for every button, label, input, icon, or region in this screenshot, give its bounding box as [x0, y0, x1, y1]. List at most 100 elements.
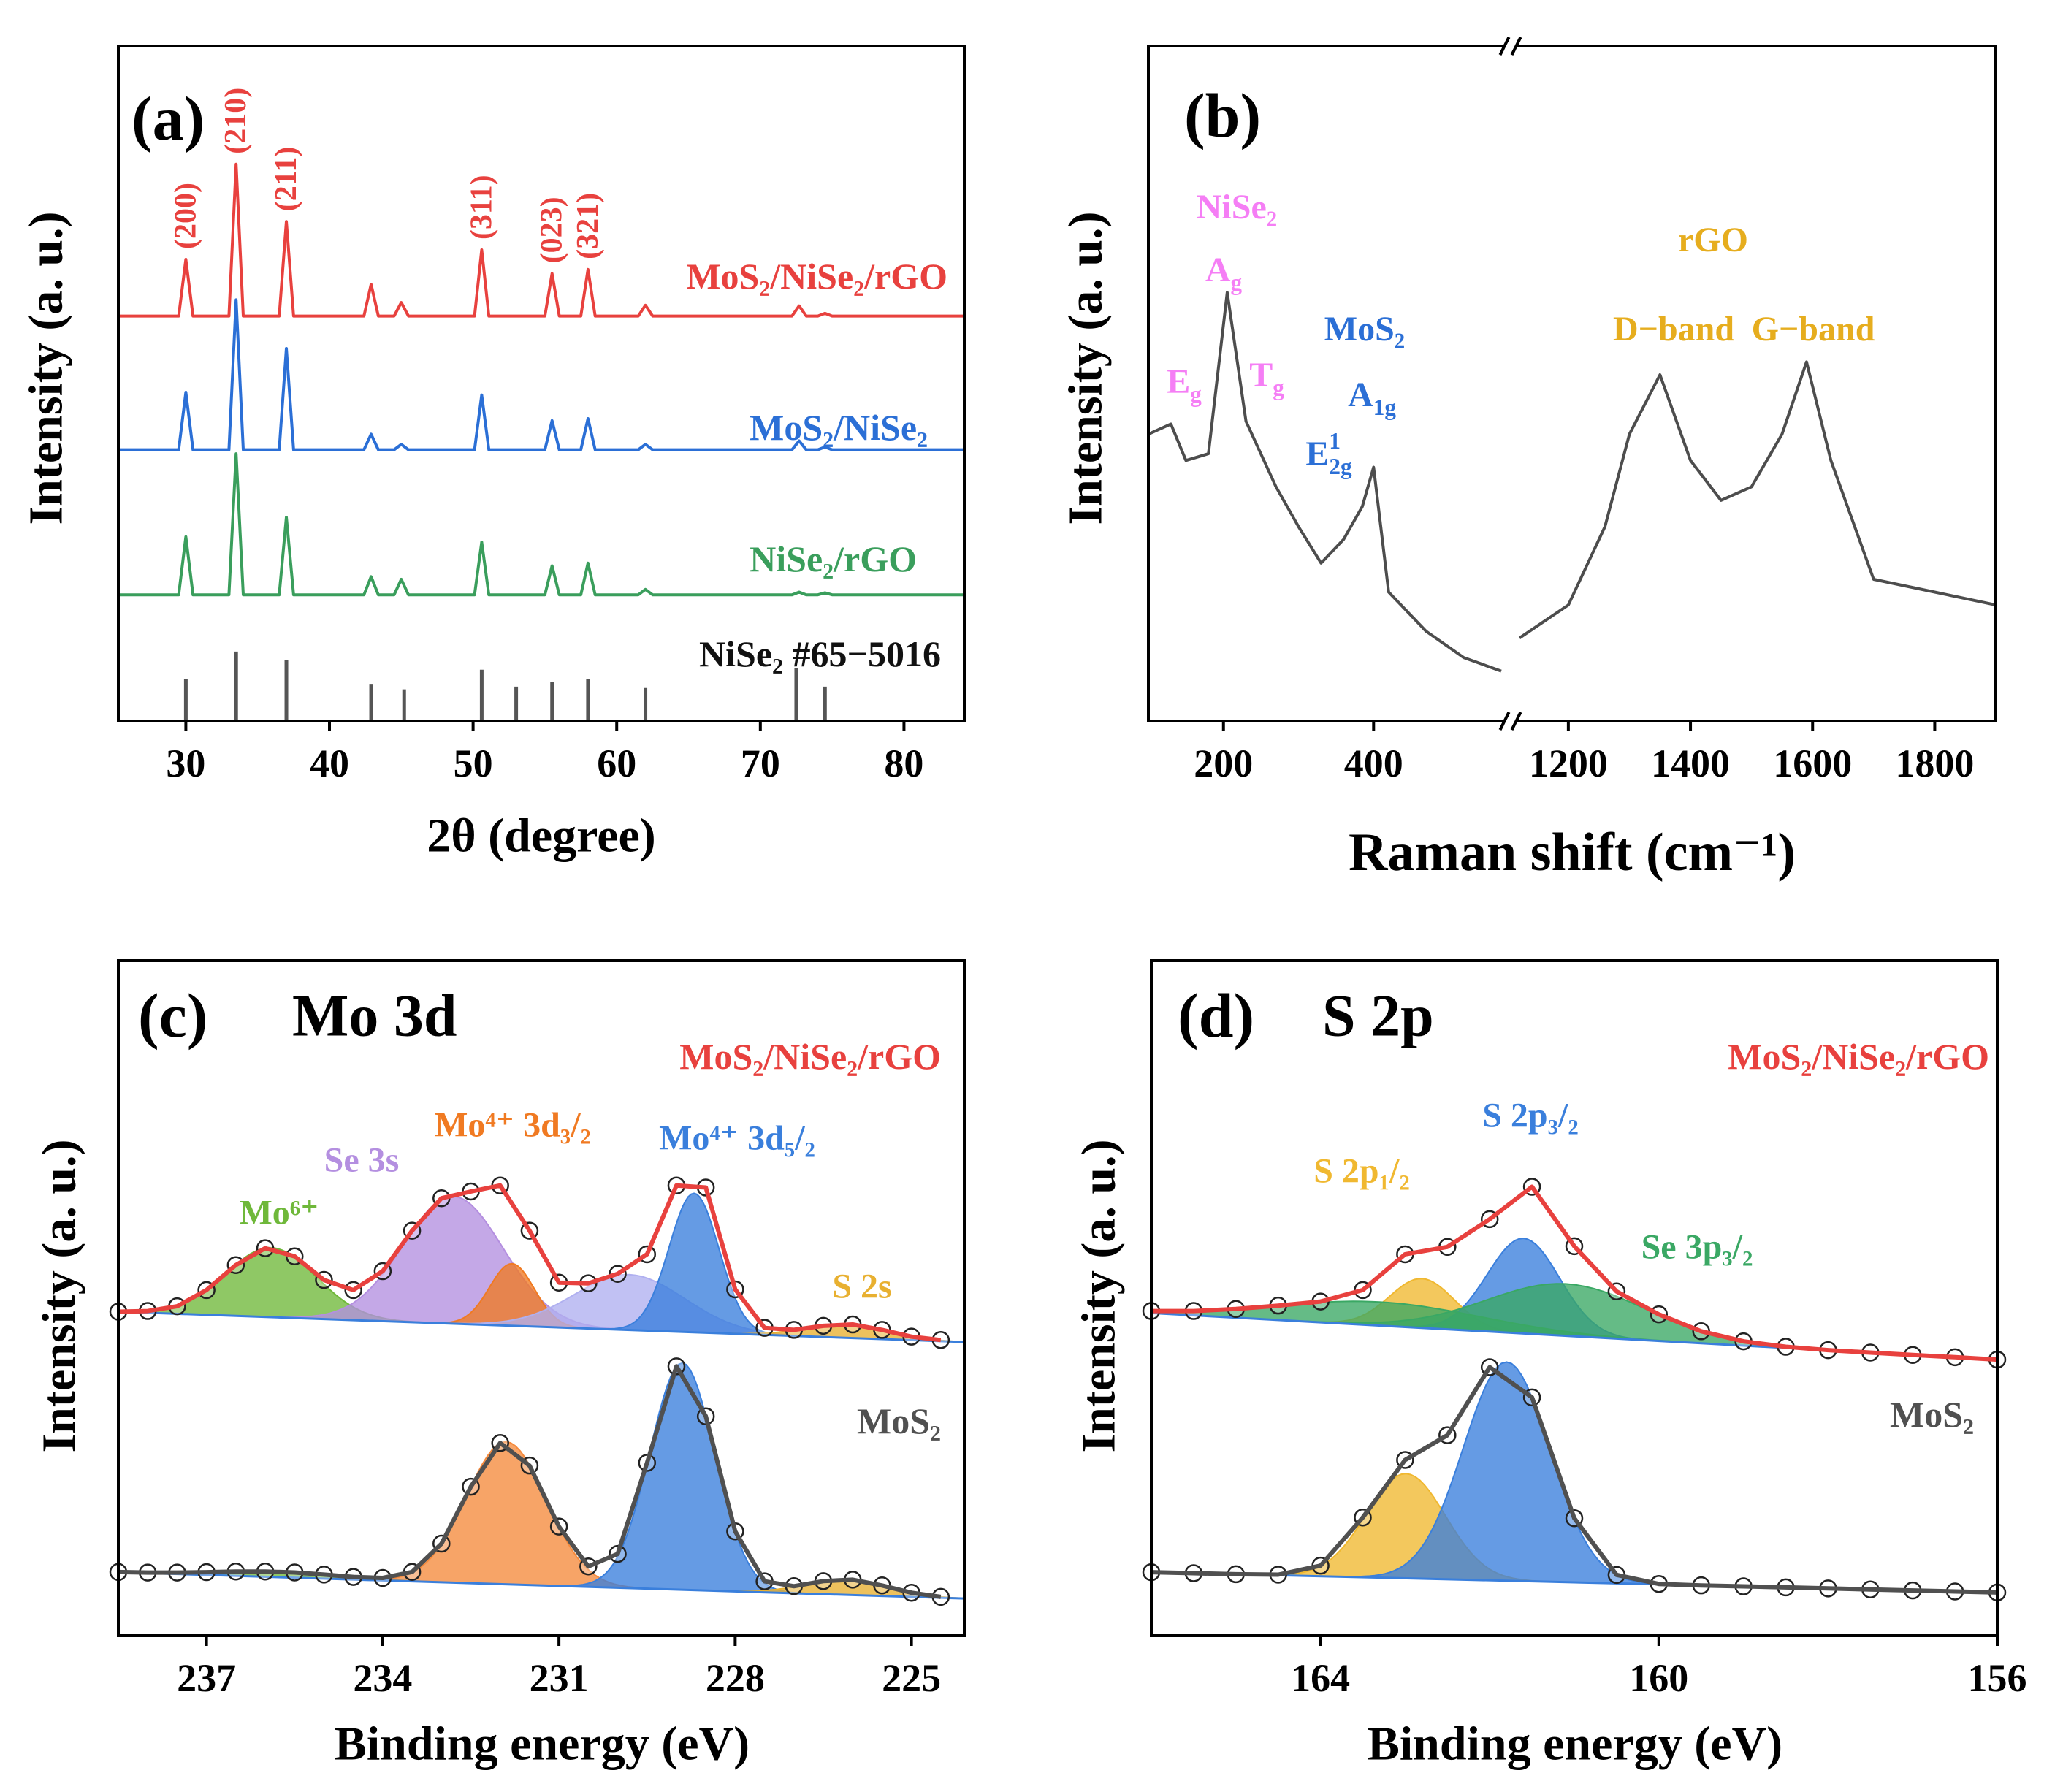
panel-label: (c): [138, 980, 207, 1051]
hkl-label: (023): [535, 197, 569, 263]
y-axis-label: Intensity (a. u.): [1072, 1139, 1126, 1452]
panel-label: (a): [131, 83, 205, 153]
x-tick-label: 1400: [1651, 741, 1730, 785]
x-tick-label: 1600: [1773, 741, 1852, 785]
x-axis-label: Raman shift (cm⁻¹): [1349, 823, 1796, 882]
component-name: S 2s: [832, 1267, 891, 1306]
x-tick-label: 70: [741, 741, 780, 785]
component-name: S 2p₁/₂: [1313, 1152, 1410, 1191]
component-name: Mo⁴⁺ 3d₅/₂: [659, 1119, 815, 1158]
x-tick-label: 1800: [1895, 741, 1974, 785]
component-name: S 2p₃/₂: [1482, 1097, 1579, 1135]
fit-envelope: [118, 1364, 942, 1599]
x-tick-label: 60: [597, 741, 636, 785]
spectrum-line: [118, 452, 964, 597]
annotation: Tg: [1249, 356, 1284, 401]
annotation-sup: 1: [1329, 428, 1341, 454]
annotation-sub: g: [1231, 270, 1243, 295]
component-name: Mo⁴⁺ 3d₃/₂: [435, 1106, 591, 1145]
x-axis-label: Binding energy (eV): [335, 1717, 750, 1771]
annotation: A1g: [1348, 375, 1396, 421]
component-name: Mo⁶⁺: [239, 1194, 319, 1232]
axis-break-mark: [1510, 37, 1522, 56]
hkl-label: (321): [571, 193, 605, 259]
panel-title: Mo 3d: [292, 983, 457, 1049]
spectrum-line: [118, 298, 964, 451]
x-tick-label: 1200: [1529, 741, 1608, 785]
series-name: MoS₂/NiSe₂/rGO: [679, 1036, 941, 1077]
fit-envelope: [1151, 1184, 1998, 1362]
x-tick-label: 237: [177, 1656, 236, 1700]
annotation-text: NiSe₂: [1197, 188, 1277, 226]
annotation: NiSe₂: [1197, 188, 1277, 226]
annotation: E1 2g: [1305, 428, 1352, 479]
hkl-label: (211): [270, 147, 303, 212]
panel-title: S 2p: [1322, 983, 1434, 1049]
axis-break-mark: [1510, 712, 1522, 731]
annotation: rGO: [1678, 221, 1748, 259]
fit-baseline: [118, 1310, 965, 1343]
spectrum-line: [118, 162, 964, 318]
series-name: NiSe₂/rGO: [750, 538, 917, 579]
x-tick-label: 200: [1194, 741, 1253, 785]
annotation: Eg: [1167, 362, 1202, 408]
annotation-sub: 2g: [1329, 454, 1352, 479]
annotation-sub: 1g: [1373, 394, 1397, 420]
series-name: MoS₂/NiSe₂/rGO: [1728, 1036, 1989, 1077]
fit-envelope: [118, 1183, 942, 1343]
panel-label: (d): [1178, 980, 1254, 1051]
series-name: MoS₂: [857, 1400, 941, 1441]
x-tick-label: 50: [454, 741, 493, 785]
hkl-label: (210): [219, 88, 253, 154]
y-axis-label: Intensity (a. u.): [1059, 211, 1113, 525]
x-tick-label: 400: [1344, 741, 1403, 785]
annotation-sub: g: [1190, 381, 1202, 407]
plot-frame: [117, 959, 966, 1637]
plot-frame: [1150, 959, 1999, 1637]
x-tick-label: 156: [1968, 1656, 2027, 1700]
annotation-text: T: [1249, 356, 1273, 394]
x-tick-label: 80: [884, 741, 923, 785]
annotation: Ag: [1205, 251, 1243, 296]
series-name: MoS₂: [1890, 1394, 1974, 1435]
axis-break-mark: [1498, 37, 1511, 56]
x-tick-label: 225: [882, 1656, 941, 1700]
annotation: D−band: [1613, 310, 1734, 348]
plot-frame: [117, 45, 966, 722]
annotation-text: E: [1167, 362, 1190, 401]
annotation-text: E: [1305, 435, 1329, 473]
annotation: G−band: [1752, 310, 1875, 348]
y-axis-label: Intensity (a. u.): [20, 211, 73, 525]
spectrum-line: [1148, 291, 1997, 673]
panel-label: (b): [1184, 80, 1261, 150]
reference-name: NiSe₂ #65−5016: [699, 633, 941, 674]
x-tick-label: 231: [530, 1656, 589, 1700]
x-axis-label: 2θ (degree): [427, 809, 656, 863]
x-tick-label: 160: [1629, 1656, 1688, 1700]
fit-envelope: [1151, 1365, 1998, 1595]
y-axis-label: Intensity (a. u.): [33, 1139, 86, 1452]
axis-break-mark: [1498, 712, 1511, 731]
x-tick-label: 40: [310, 741, 349, 785]
x-tick-label: 228: [706, 1656, 765, 1700]
series-name: MoS₂/NiSe₂/rGO: [686, 256, 947, 297]
annotation-text: A: [1348, 375, 1373, 414]
annotation-text: D−band: [1613, 310, 1734, 348]
x-axis-label: Binding energy (eV): [1368, 1717, 1782, 1771]
x-tick-label: 30: [166, 741, 205, 785]
annotation-text: rGO: [1678, 221, 1748, 259]
hkl-label: (311): [465, 175, 498, 240]
annotation-sub: g: [1273, 375, 1284, 400]
plot-frame: [1147, 45, 1997, 722]
component-name: Se 3p₃/₂: [1641, 1228, 1753, 1267]
component-name: Se 3s: [324, 1141, 400, 1180]
annotation-text: G−band: [1752, 310, 1875, 348]
annotation-text: A: [1205, 251, 1231, 289]
annotation-text: MoS₂: [1324, 310, 1405, 348]
x-tick-label: 164: [1291, 1656, 1350, 1700]
x-tick-label: 234: [353, 1656, 412, 1700]
